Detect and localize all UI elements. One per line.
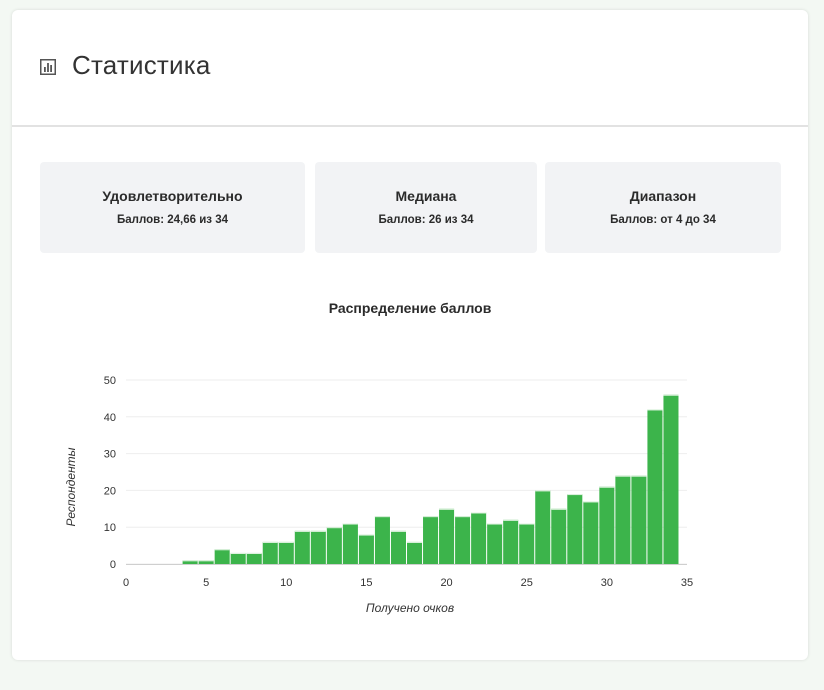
histogram-bar[interactable] — [455, 516, 471, 564]
y-tick-label: 40 — [104, 412, 116, 424]
stat-median: Медиана Баллов: 26 из 34 — [315, 162, 537, 253]
histogram-bar[interactable] — [358, 534, 374, 564]
y-tick-label: 0 — [110, 559, 116, 571]
histogram-bar[interactable] — [198, 560, 214, 564]
stat-value: Баллов: 26 из 34 — [378, 214, 474, 226]
histogram-bar[interactable] — [278, 541, 294, 564]
histogram-bar[interactable] — [551, 508, 567, 564]
x-tick-label: 5 — [203, 577, 209, 589]
chart-title: Распределение баллов — [329, 300, 492, 316]
stat-satisfactory: Удовлетворительно Баллов: 24,66 из 34 — [40, 162, 305, 253]
histogram-bar[interactable] — [471, 512, 487, 564]
bar-chart-icon — [40, 59, 56, 75]
histogram-bar[interactable] — [503, 519, 519, 564]
histogram-bar[interactable] — [631, 475, 647, 564]
stat-title: Удовлетворительно — [102, 188, 243, 204]
histogram-bar[interactable] — [487, 523, 503, 564]
histogram-bar[interactable] — [647, 409, 663, 564]
x-tick-label: 0 — [123, 577, 129, 589]
histogram-bar[interactable] — [214, 549, 230, 564]
histogram-bar[interactable] — [423, 516, 439, 564]
y-tick-label: 30 — [104, 449, 116, 461]
histogram-bar[interactable] — [567, 494, 583, 564]
score-distribution-chart: Распределение баллов 0 10 20 30 40 50 0 5 10 15 20… — [64, 300, 693, 615]
stat-title: Диапазон — [629, 188, 697, 204]
histogram-bar[interactable] — [615, 475, 631, 564]
histogram-bar[interactable] — [182, 560, 198, 564]
histogram-bar[interactable] — [663, 394, 679, 564]
statistics-card: Статистика Удовлетворительно Баллов: 24,… — [12, 10, 808, 660]
x-tick-label: 20 — [440, 577, 452, 589]
y-tick-label: 10 — [104, 522, 116, 534]
stat-range: Диапазон Баллов: от 4 до 34 — [545, 162, 781, 253]
x-tick-label: 10 — [280, 577, 292, 589]
stat-title: Медиана — [395, 188, 457, 204]
histogram-bar[interactable] — [439, 508, 455, 564]
histogram-bar[interactable] — [310, 530, 326, 564]
bars-layer — [182, 394, 679, 564]
histogram-bar[interactable] — [519, 523, 535, 564]
histogram-bar[interactable] — [294, 530, 310, 564]
stat-value: Баллов: 24,66 из 34 — [117, 214, 228, 226]
histogram-bar[interactable] — [535, 490, 551, 564]
histogram-bar[interactable] — [599, 486, 615, 564]
card-header: Статистика — [12, 10, 808, 127]
x-axis-label: Получено очков — [366, 601, 454, 615]
y-tick-label: 20 — [104, 485, 116, 497]
x-tick-label: 15 — [360, 577, 372, 589]
page-title: Статистика — [72, 50, 211, 80]
histogram-bar[interactable] — [326, 527, 342, 564]
x-tick-label: 35 — [681, 577, 693, 589]
x-tick-label: 30 — [601, 577, 613, 589]
histogram-bar[interactable] — [390, 530, 406, 564]
histogram-bar[interactable] — [407, 541, 423, 564]
y-tick-label: 50 — [104, 375, 116, 387]
y-axis-label: Респонденты — [64, 447, 78, 526]
stat-value: Баллов: от 4 до 34 — [610, 214, 716, 226]
histogram-bar[interactable] — [583, 501, 599, 564]
histogram-bar[interactable] — [246, 552, 262, 564]
ticks-layer: 0 10 20 30 40 50 0 5 10 15 20 25 30 35 — [104, 375, 693, 589]
histogram-bar[interactable] — [342, 523, 358, 564]
histogram-bar[interactable] — [262, 541, 278, 564]
histogram-bar[interactable] — [230, 552, 246, 564]
histogram-bar[interactable] — [374, 516, 390, 564]
x-tick-label: 25 — [521, 577, 533, 589]
